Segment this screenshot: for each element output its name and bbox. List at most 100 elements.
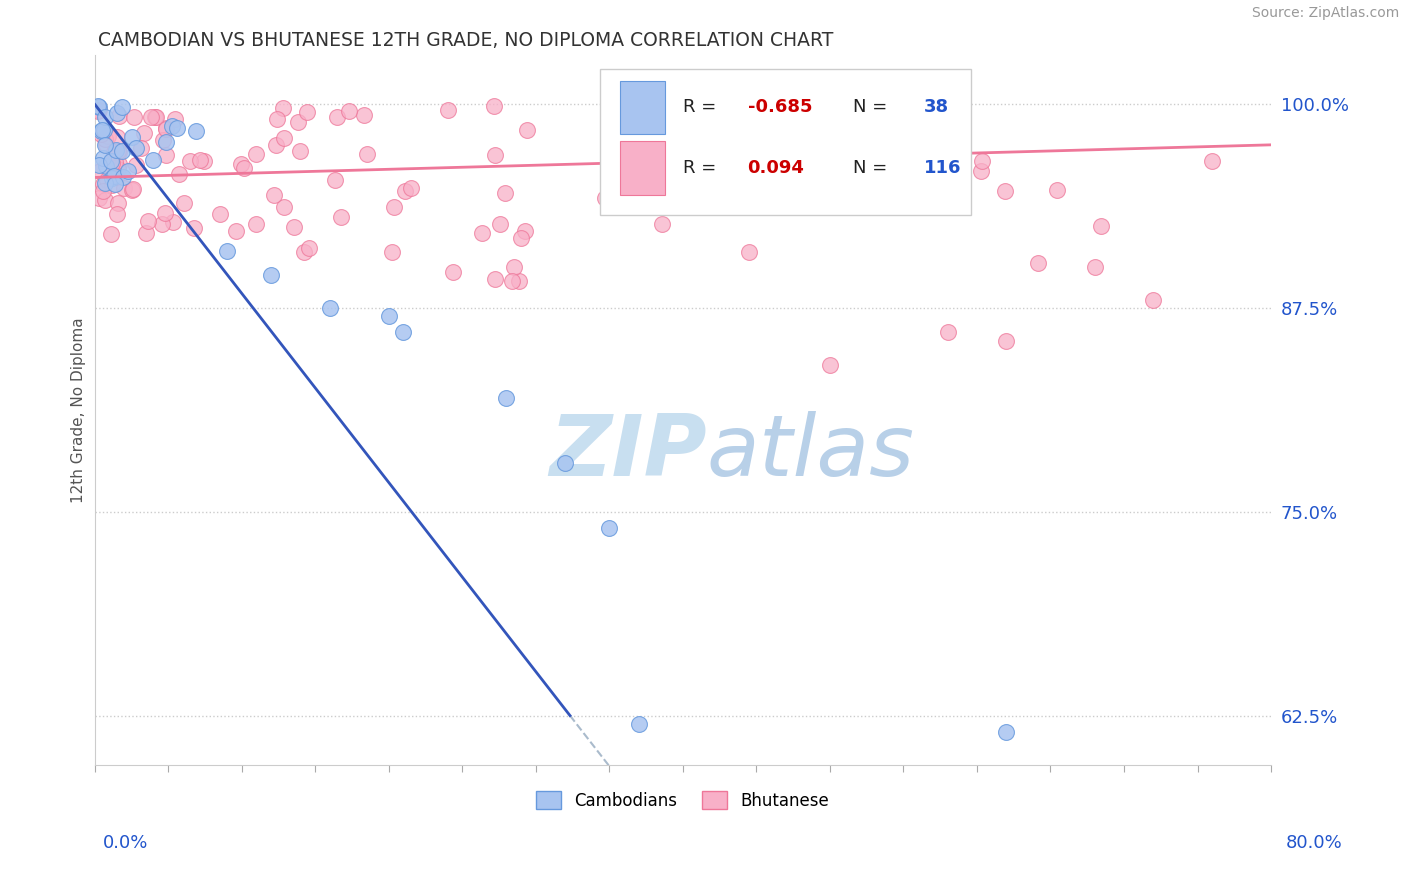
Point xyxy=(651,217,673,231)
Point xyxy=(1201,154,1223,169)
Point xyxy=(508,274,530,288)
Text: CAMBODIAN VS BHUTANESE 12TH GRADE, NO DIPLOMA CORRELATION CHART: CAMBODIAN VS BHUTANESE 12TH GRADE, NO DI… xyxy=(98,31,834,50)
Point xyxy=(1026,256,1049,270)
Point xyxy=(163,112,186,126)
Point xyxy=(87,100,110,114)
Point xyxy=(995,334,1018,348)
Point xyxy=(970,163,993,178)
Point xyxy=(179,154,201,169)
Point xyxy=(91,123,114,137)
Point xyxy=(401,181,423,195)
Point xyxy=(145,111,167,125)
Point xyxy=(183,221,205,235)
Point xyxy=(89,163,111,178)
Point xyxy=(107,157,129,171)
Point xyxy=(143,111,166,125)
Point xyxy=(1046,183,1069,197)
Point xyxy=(108,145,131,159)
Point xyxy=(510,231,533,245)
Point xyxy=(392,326,415,340)
Text: 0.0%: 0.0% xyxy=(103,834,148,852)
Point xyxy=(90,128,112,142)
Point xyxy=(377,309,399,323)
Point xyxy=(107,161,129,176)
Point xyxy=(111,169,134,184)
Point xyxy=(160,120,183,134)
Point xyxy=(136,214,159,228)
Point xyxy=(103,169,125,183)
Point xyxy=(596,126,619,140)
Text: 116: 116 xyxy=(924,159,962,177)
Point xyxy=(471,226,494,240)
Point xyxy=(87,191,110,205)
Point xyxy=(96,173,118,187)
Point xyxy=(112,181,135,195)
Point xyxy=(93,122,115,136)
Text: N =: N = xyxy=(853,159,893,177)
Point xyxy=(273,130,295,145)
Text: 80.0%: 80.0% xyxy=(1286,834,1343,852)
Point xyxy=(353,108,375,122)
Point xyxy=(117,164,139,178)
Point xyxy=(132,126,155,140)
Point xyxy=(188,153,211,167)
Text: Source: ZipAtlas.com: Source: ZipAtlas.com xyxy=(1251,6,1399,21)
Point xyxy=(104,155,127,169)
Point xyxy=(647,110,669,124)
Point xyxy=(101,170,124,185)
Text: 0.094: 0.094 xyxy=(748,159,804,177)
Point xyxy=(122,110,145,124)
Point xyxy=(319,301,342,315)
Point xyxy=(290,144,312,158)
Point xyxy=(329,210,352,224)
Point xyxy=(232,161,254,175)
Point xyxy=(627,716,650,731)
Point xyxy=(122,182,145,196)
Point xyxy=(100,153,122,168)
Point xyxy=(260,268,283,283)
Point xyxy=(914,145,936,160)
Point xyxy=(287,114,309,128)
Point xyxy=(778,172,800,186)
Point xyxy=(93,194,115,208)
Point xyxy=(441,265,464,279)
Text: R =: R = xyxy=(683,98,721,116)
Point xyxy=(94,138,117,153)
Text: R =: R = xyxy=(683,159,721,177)
Point xyxy=(273,200,295,214)
Point xyxy=(593,191,616,205)
Point xyxy=(142,153,165,167)
Point xyxy=(266,112,288,127)
Point xyxy=(87,99,110,113)
Bar xyxy=(620,142,665,194)
Point xyxy=(166,121,188,136)
Point xyxy=(139,110,162,124)
Point xyxy=(245,217,267,231)
FancyBboxPatch shape xyxy=(600,70,972,215)
Point xyxy=(105,130,128,145)
Point xyxy=(105,206,128,220)
Point xyxy=(394,184,416,198)
Point xyxy=(382,200,405,214)
Point xyxy=(337,103,360,118)
Point xyxy=(107,144,129,158)
Point xyxy=(111,100,134,114)
Point xyxy=(437,103,460,117)
Y-axis label: 12th Grade, No Diploma: 12th Grade, No Diploma xyxy=(72,317,86,502)
Point xyxy=(94,132,117,146)
Legend: Cambodians, Bhutanese: Cambodians, Bhutanese xyxy=(530,784,837,816)
Point xyxy=(208,207,231,221)
Point xyxy=(94,110,117,124)
Point xyxy=(970,153,993,168)
Point xyxy=(155,121,177,136)
Point xyxy=(1090,219,1112,233)
Point xyxy=(129,141,152,155)
Point xyxy=(91,151,114,165)
Point xyxy=(152,133,174,147)
Point xyxy=(283,220,305,235)
Point xyxy=(124,158,146,172)
Point xyxy=(90,123,112,137)
Point xyxy=(105,106,128,120)
Point xyxy=(111,144,134,158)
Point xyxy=(125,141,148,155)
